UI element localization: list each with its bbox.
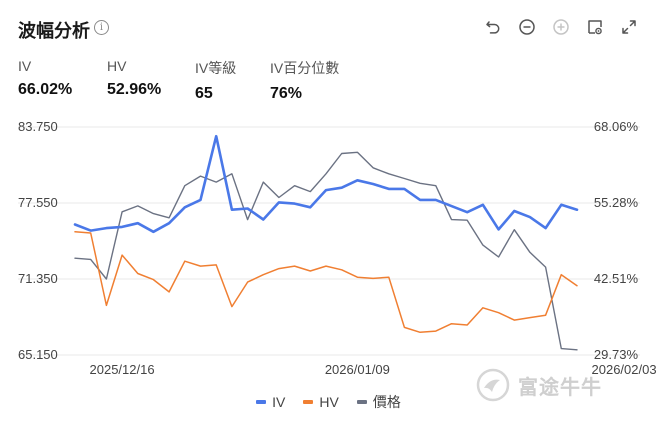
- metric-label: IV: [18, 58, 32, 74]
- metric-label: IV等級: [195, 60, 237, 76]
- metric-label: IV百分位數: [270, 60, 340, 76]
- watermark-logo-icon: [476, 368, 510, 402]
- legend-swatch: [256, 400, 267, 404]
- metric-value: 52.96%: [107, 81, 162, 98]
- right-axis-tick: 29.73%: [594, 347, 639, 362]
- legend-label: 價格: [372, 394, 401, 410]
- legend-label: HV: [319, 394, 339, 410]
- chart-toolbar: [470, 16, 640, 38]
- metric-value: 76%: [270, 85, 303, 102]
- left-axis-tick: 83.750: [18, 119, 58, 134]
- legend-item-iv[interactable]: IV: [256, 392, 285, 412]
- metric-value: 66.02%: [18, 81, 73, 98]
- zoom-in-icon[interactable]: [550, 16, 572, 38]
- chart-legend: IV HV 價格: [0, 392, 657, 412]
- legend-swatch: [356, 400, 367, 404]
- right-axis-tick: 68.06%: [594, 119, 639, 134]
- x-axis-tick: 2026/01/09: [325, 362, 390, 377]
- page-title: 波幅分析: [18, 21, 90, 41]
- x-axis-tick: 2026/02/03: [592, 362, 657, 377]
- series-line-iv: [73, 134, 579, 234]
- series-line-price: [74, 151, 578, 351]
- x-axis-tick: 2025/12/16: [90, 362, 155, 377]
- info-icon[interactable]: i: [94, 20, 109, 35]
- panel-header: 波幅分析 i: [18, 14, 640, 44]
- zoom-out-icon[interactable]: [516, 16, 538, 38]
- legend-item-price[interactable]: 價格: [356, 392, 401, 412]
- metric-label: HV: [107, 58, 127, 74]
- legend-item-hv[interactable]: HV: [303, 392, 339, 412]
- right-axis-tick: 42.51%: [594, 271, 639, 286]
- settings-panel-icon[interactable]: [584, 16, 606, 38]
- metric-iv: IV 66.02%: [18, 58, 72, 99]
- metric-value: 65: [195, 85, 213, 102]
- expand-icon[interactable]: [618, 16, 640, 38]
- right-axis-tick: 55.28%: [594, 195, 639, 210]
- left-axis-tick: 71.350: [18, 271, 58, 286]
- left-axis-tick: 65.150: [18, 347, 58, 362]
- metric-iv-rank: IV等級 65: [195, 58, 236, 103]
- legend-swatch: [303, 400, 314, 404]
- metric-iv-percentile: IV百分位數 76%: [270, 58, 339, 103]
- watermark: 富途牛牛: [476, 368, 602, 402]
- series-line-hv: [74, 231, 578, 334]
- left-axis-tick: 77.550: [18, 195, 58, 210]
- undo-icon[interactable]: [482, 16, 504, 38]
- legend-label: IV: [272, 394, 286, 410]
- watermark-text: 富途牛牛: [518, 376, 602, 399]
- metric-hv: HV 52.96%: [107, 58, 161, 99]
